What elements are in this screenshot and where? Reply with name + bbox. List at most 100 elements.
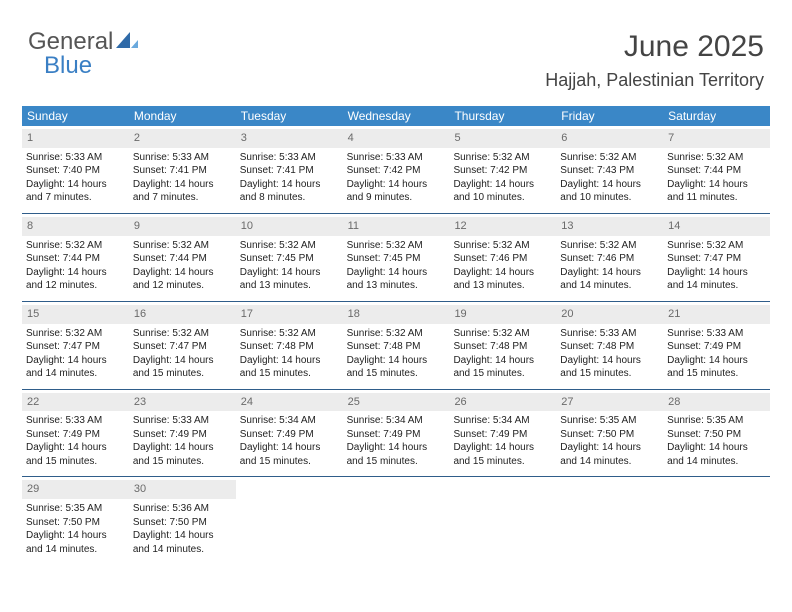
day-number: 1	[22, 129, 129, 148]
day-number: 27	[556, 393, 663, 412]
daylight-text: Daylight: 14 hours	[347, 354, 446, 368]
calendar-day: 4Sunrise: 5:33 AMSunset: 7:42 PMDaylight…	[343, 126, 450, 213]
sunset-text: Sunset: 7:50 PM	[133, 516, 232, 530]
day-number: 22	[22, 393, 129, 412]
calendar-day: 6Sunrise: 5:32 AMSunset: 7:43 PMDaylight…	[556, 126, 663, 213]
calendar-day-empty	[556, 477, 663, 564]
sunrise-text: Sunrise: 5:32 AM	[26, 327, 125, 341]
daylight-text: Daylight: 14 hours	[560, 441, 659, 455]
daylight-text-2: and 15 minutes.	[26, 455, 125, 469]
daylight-text: Daylight: 14 hours	[26, 529, 125, 543]
calendar-day: 11Sunrise: 5:32 AMSunset: 7:45 PMDayligh…	[343, 214, 450, 301]
daylight-text: Daylight: 14 hours	[240, 178, 339, 192]
daylight-text-2: and 15 minutes.	[133, 367, 232, 381]
day-number: 29	[22, 480, 129, 499]
sunrise-text: Sunrise: 5:32 AM	[26, 239, 125, 253]
sunrise-text: Sunrise: 5:32 AM	[453, 327, 552, 341]
daylight-text-2: and 13 minutes.	[347, 279, 446, 293]
calendar-day: 12Sunrise: 5:32 AMSunset: 7:46 PMDayligh…	[449, 214, 556, 301]
day-number: 3	[236, 129, 343, 148]
day-number: 4	[343, 129, 450, 148]
daylight-text: Daylight: 14 hours	[240, 266, 339, 280]
sunset-text: Sunset: 7:45 PM	[347, 252, 446, 266]
day-number: 16	[129, 305, 236, 324]
weekday-sun: Sunday	[22, 109, 129, 123]
daylight-text: Daylight: 14 hours	[26, 441, 125, 455]
sunset-text: Sunset: 7:43 PM	[560, 164, 659, 178]
sunrise-text: Sunrise: 5:33 AM	[26, 414, 125, 428]
daylight-text: Daylight: 14 hours	[26, 178, 125, 192]
weekday-sat: Saturday	[663, 109, 770, 123]
sunset-text: Sunset: 7:48 PM	[453, 340, 552, 354]
logo-text-blue: Blue	[44, 52, 92, 79]
calendar-day: 26Sunrise: 5:34 AMSunset: 7:49 PMDayligh…	[449, 390, 556, 477]
day-number: 15	[22, 305, 129, 324]
daylight-text-2: and 15 minutes.	[240, 455, 339, 469]
calendar-day: 3Sunrise: 5:33 AMSunset: 7:41 PMDaylight…	[236, 126, 343, 213]
logo-sail-icon	[116, 30, 138, 55]
sunrise-text: Sunrise: 5:32 AM	[453, 151, 552, 165]
sunrise-text: Sunrise: 5:32 AM	[667, 239, 766, 253]
daylight-text-2: and 9 minutes.	[347, 191, 446, 205]
calendar-day: 9Sunrise: 5:32 AMSunset: 7:44 PMDaylight…	[129, 214, 236, 301]
sunrise-text: Sunrise: 5:32 AM	[560, 151, 659, 165]
daylight-text-2: and 15 minutes.	[133, 455, 232, 469]
daylight-text: Daylight: 14 hours	[26, 354, 125, 368]
sunset-text: Sunset: 7:41 PM	[240, 164, 339, 178]
day-number: 2	[129, 129, 236, 148]
daylight-text-2: and 14 minutes.	[133, 543, 232, 557]
daylight-text: Daylight: 14 hours	[133, 441, 232, 455]
day-number: 21	[663, 305, 770, 324]
weekday-thu: Thursday	[449, 109, 556, 123]
daylight-text-2: and 10 minutes.	[453, 191, 552, 205]
weekday-tue: Tuesday	[236, 109, 343, 123]
location-label: Hajjah, Palestinian Territory	[545, 70, 764, 91]
day-number: 12	[449, 217, 556, 236]
daylight-text-2: and 14 minutes.	[26, 367, 125, 381]
sunrise-text: Sunrise: 5:34 AM	[347, 414, 446, 428]
sunrise-text: Sunrise: 5:34 AM	[453, 414, 552, 428]
weekday-wed: Wednesday	[343, 109, 450, 123]
daylight-text: Daylight: 14 hours	[560, 266, 659, 280]
daylight-text-2: and 15 minutes.	[667, 367, 766, 381]
daylight-text-2: and 14 minutes.	[560, 455, 659, 469]
page-title: June 2025	[545, 30, 764, 64]
day-number: 26	[449, 393, 556, 412]
day-number: 20	[556, 305, 663, 324]
daylight-text: Daylight: 14 hours	[240, 441, 339, 455]
sunset-text: Sunset: 7:48 PM	[347, 340, 446, 354]
sunset-text: Sunset: 7:49 PM	[667, 340, 766, 354]
calendar-day: 27 Sunrise: 5:35 AMSunset: 7:50 PMDayligh…	[556, 390, 663, 477]
daylight-text-2: and 12 minutes.	[133, 279, 232, 293]
day-number: 25	[343, 393, 450, 412]
sunrise-text: Sunrise: 5:35 AM	[560, 414, 659, 428]
sunrise-text: Sunrise: 5:34 AM	[240, 414, 339, 428]
calendar-day: 18Sunrise: 5:32 AMSunset: 7:48 PMDayligh…	[343, 302, 450, 389]
sunrise-text: Sunrise: 5:32 AM	[347, 327, 446, 341]
day-number: 19	[449, 305, 556, 324]
sunrise-text: Sunrise: 5:32 AM	[133, 239, 232, 253]
daylight-text-2: and 14 minutes.	[667, 279, 766, 293]
sunset-text: Sunset: 7:49 PM	[347, 428, 446, 442]
calendar-day-empty	[343, 477, 450, 564]
calendar-day: 22Sunrise: 5:33 AMSunset: 7:49 PMDayligh…	[22, 390, 129, 477]
daylight-text: Daylight: 14 hours	[453, 441, 552, 455]
daylight-text: Daylight: 14 hours	[453, 354, 552, 368]
daylight-text: Daylight: 14 hours	[453, 178, 552, 192]
sunset-text: Sunset: 7:50 PM	[560, 428, 659, 442]
calendar-day: 25Sunrise: 5:34 AMSunset: 7:49 PMDayligh…	[343, 390, 450, 477]
calendar-day: 7Sunrise: 5:32 AMSunset: 7:44 PMDaylight…	[663, 126, 770, 213]
daylight-text: Daylight: 14 hours	[133, 178, 232, 192]
day-number: 5	[449, 129, 556, 148]
sunrise-text: Sunrise: 5:32 AM	[240, 239, 339, 253]
daylight-text-2: and 7 minutes.	[26, 191, 125, 205]
daylight-text-2: and 15 minutes.	[453, 367, 552, 381]
daylight-text-2: and 14 minutes.	[560, 279, 659, 293]
sunrise-text: Sunrise: 5:35 AM	[667, 414, 766, 428]
sunrise-text: Sunrise: 5:36 AM	[133, 502, 232, 516]
sunrise-text: Sunrise: 5:32 AM	[347, 239, 446, 253]
day-number: 30	[129, 480, 236, 499]
calendar-week: 1Sunrise: 5:33 AMSunset: 7:40 PMDaylight…	[22, 126, 770, 214]
calendar-day: 19 Sunrise: 5:32 AMSunset: 7:48 PMDayligh…	[449, 302, 556, 389]
sunrise-text: Sunrise: 5:35 AM	[26, 502, 125, 516]
